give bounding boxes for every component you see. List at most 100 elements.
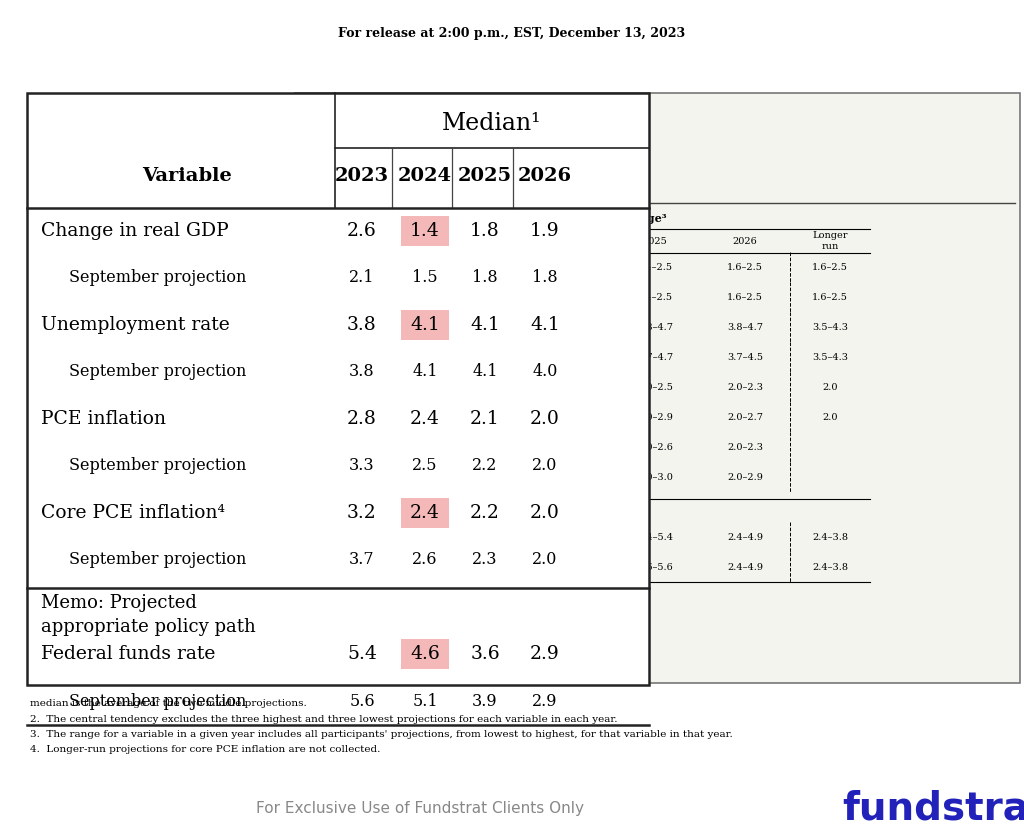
Text: 2.0–2.5: 2.0–2.5 [637,383,673,391]
Text: 2.4–3.8: 2.4–3.8 [812,533,848,542]
Text: 1.6–2.5: 1.6–2.5 [812,263,848,272]
Text: 3.8–4.7: 3.8–4.7 [727,323,763,332]
Text: 4.6: 4.6 [411,645,440,663]
Text: 1.7–2.0: 1.7–2.0 [367,263,403,272]
Text: 5.4: 5.4 [462,533,478,542]
Text: 2026: 2026 [518,167,572,185]
Text: 2.0–2.3: 2.0–2.3 [727,442,763,451]
Text: 2.0: 2.0 [377,383,393,391]
Text: 2.0: 2.0 [532,552,558,568]
Bar [295,93,1020,683]
Text: U: U [300,396,310,410]
Text: 5.4: 5.4 [347,645,377,663]
Text: onger
run: onger run [307,232,336,251]
Text: 2.3–3.0: 2.3–3.0 [542,442,578,451]
Text: 2.0: 2.0 [377,412,393,421]
Text: 1.4: 1.4 [411,222,440,240]
Text: 2025: 2025 [458,167,512,185]
Text: For Exclusive Use of Fundstrat Clients Only: For Exclusive Use of Fundstrat Clients O… [256,801,584,815]
Text: 3.8–4.7: 3.8–4.7 [637,323,673,332]
Text: Range³: Range³ [623,213,668,225]
Text: 3.7–4.7: 3.7–4.7 [637,353,673,361]
Text: 2.6–5.6: 2.6–5.6 [637,563,673,572]
Text: 1.8: 1.8 [472,269,498,287]
Text: 7–2.0: 7–2.0 [307,263,334,272]
Text: 5.1: 5.1 [413,692,438,710]
Text: September projection: September projection [69,364,247,380]
Text: 2.0–2.6: 2.0–2.6 [637,442,673,451]
Text: 2.1–2.7: 2.1–2.7 [542,383,579,391]
Text: ould be expected to converge under appropriate monetary: ould be expected to converge under appro… [313,570,603,579]
Text: 3.5–4.3: 3.5–4.3 [812,353,848,361]
Text: 2.0: 2.0 [307,383,323,391]
Text: 1.4–2.5: 1.4–2.5 [637,263,673,272]
Text: 1.8–2.6: 1.8–2.6 [452,293,488,302]
Text: 3.8–4.3: 3.8–4.3 [367,353,403,361]
Text: Variable: Variable [142,167,231,185]
Text: 1.8: 1.8 [470,222,500,240]
Text: Longer
run: Longer run [812,232,848,251]
Text: 2.0: 2.0 [530,504,560,522]
Text: 4.1: 4.1 [413,364,437,380]
Text: 3.9–5.4: 3.9–5.4 [542,533,578,542]
Text: percentage rates of change in, respectively, the price index: percentage rates of change in, respectiv… [313,523,606,533]
Text: 1.5: 1.5 [413,269,438,287]
Text: re the value of the midpoint of the projected appropriate: re the value of the midpoint of the proj… [313,585,594,594]
Text: 2.0: 2.0 [532,457,558,475]
Text: 5.6: 5.6 [349,692,375,710]
Text: 1.6–2.5: 1.6–2.5 [812,293,848,302]
Text: 2.9: 2.9 [532,692,558,710]
Text: 2.  The central tendency excludes the three highest and three lowest projections: 2. The central tendency excludes the thr… [30,715,617,723]
Text: 2.1: 2.1 [470,410,500,428]
Text: 2024: 2024 [398,167,452,185]
Text: 8–4.3: 8–4.3 [307,353,334,361]
Text: 3.1–3.8: 3.1–3.8 [452,412,488,421]
Text: 4.1: 4.1 [470,316,500,334]
Text: Core PCE inflation⁴: Core PCE inflation⁴ [41,504,225,522]
Text: Median¹: Median¹ [442,111,542,135]
Text: 2.8: 2.8 [347,410,377,428]
Text: For release at 2:00 p.m., EST, December 13, 2023: For release at 2:00 p.m., EST, December … [339,27,685,39]
Text: C: C [300,517,309,529]
Text: 5–3.3: 5–3.3 [307,533,334,542]
Text: 2.1: 2.1 [349,269,375,287]
Text: 2023: 2023 [335,167,389,185]
Text: 3.3: 3.3 [349,457,375,475]
Text: 2.0–3.0: 2.0–3.0 [637,472,673,482]
Text: 4.5–5.3: 4.5–5.3 [367,563,402,572]
Bar [401,498,449,528]
Text: 1.6–2.5: 1.6–2.5 [727,293,763,302]
Text: 2025: 2025 [643,237,668,246]
Text: 2.5–2.7: 2.5–2.7 [452,263,488,272]
Text: 4.  Longer-run projections for core PCE inflation are not collected.: 4. Longer-run projections for core PCE i… [30,746,380,755]
Text: September projection: September projection [69,269,247,287]
Bar [401,310,449,340]
Text: 2.3–3.6: 2.3–3.6 [542,472,578,482]
Text: September projection: September projection [69,692,247,710]
Text: 8–4.3: 8–4.3 [307,323,334,332]
Text: 2.9: 2.9 [530,645,560,663]
Text: 5–3.0: 5–3.0 [307,502,334,512]
Text: 2024: 2024 [548,237,572,246]
Text: 1.8: 1.8 [532,269,558,287]
Text: 2.5: 2.5 [413,457,437,475]
Text: 3.8: 3.8 [347,316,377,334]
Text: 2.4–4.9: 2.4–4.9 [727,533,763,542]
Text: median is the average of the two middle projections.: median is the average of the two middle … [30,699,307,708]
Text: 2.2: 2.2 [472,457,498,475]
Text: 2.4–3.8: 2.4–3.8 [812,563,848,572]
Text: 2.4–5.4: 2.4–5.4 [637,533,673,542]
Text: 3.7–4.0: 3.7–4.0 [452,323,488,332]
Text: 2.6: 2.6 [413,552,437,568]
Text: 3.  The range for a variable in a given year includes all participants' projecti: 3. The range for a variable in a given y… [30,730,733,739]
Text: 2.6: 2.6 [347,222,377,240]
Text: 2.0–2.9: 2.0–2.9 [637,412,673,421]
Text: September projection: September projection [69,457,247,475]
Text: nds rate in conjunction with the September 19–20, 2023,: nds rate in conjunction with the Septemb… [313,632,596,641]
Text: e based on his or her assessment of appropriate monetary: e based on his or her assessment of appr… [313,554,601,563]
Text: of inflation are percent changes from the fourth quarter of: of inflation are percent changes from th… [313,508,604,517]
Text: 3.9–4.5: 3.9–4.5 [542,323,578,332]
Text: 3.7: 3.7 [349,552,375,568]
Text: 2023, meeting.: 2023, meeting. [313,648,388,656]
Text: st to highest.  When the number of projections is even, the: st to highest. When the number of projec… [313,663,603,672]
